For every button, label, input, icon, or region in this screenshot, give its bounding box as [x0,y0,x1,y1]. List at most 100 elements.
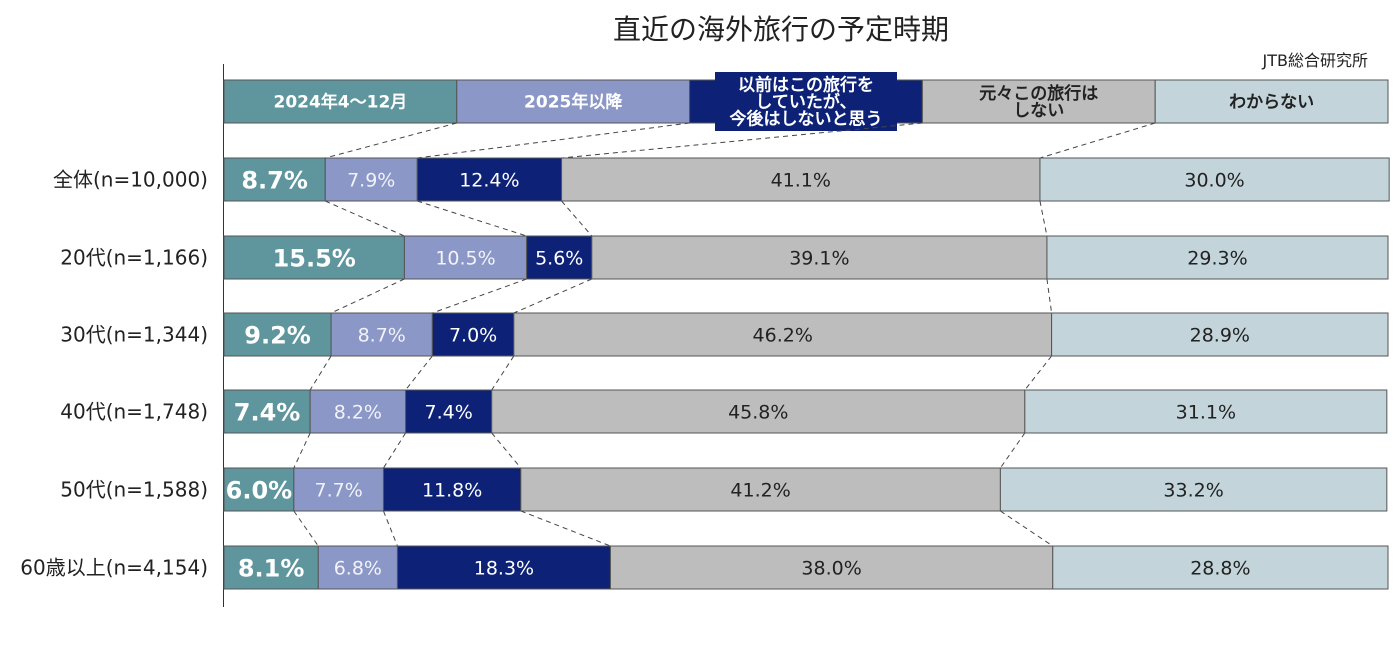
bar-segment [396,545,611,590]
legend-swatch-3 [921,79,1156,124]
connector-line [293,432,311,469]
data-label: 18.3% [474,558,534,580]
bar-segment [999,467,1388,512]
legend-swatch-1 [456,79,691,124]
bar-segment [609,545,1054,590]
data-label: 15.5% [273,245,356,273]
legend-label-line: していたが、 [755,92,856,113]
legend: 2024年4～12月 2025年以降 以前はこの旅行をしていたが、今後はしないと思う… [223,72,1389,131]
bar-segment [324,157,418,202]
data-label: 33.2% [1163,480,1223,502]
data-label: 41.1% [771,170,831,192]
bar-segment [382,467,522,512]
bar-segment [293,467,384,512]
bar-segment [330,312,433,357]
data-label: 9.2% [244,322,311,350]
data-label: 7.0% [449,325,497,347]
connector-line [561,200,593,237]
legend-label-line: 以前はこの旅行を [738,75,874,96]
bar-segment [223,467,295,512]
data-label: 7.4% [234,399,301,427]
data-label: 28.8% [1190,558,1250,580]
bar-segment [513,312,1053,357]
connector-line [1024,355,1052,391]
connector-line [293,510,319,547]
category-label: 50代(n=1,588) [60,478,208,502]
connector-line [513,278,593,314]
bar-segment [526,235,593,280]
connector-line [325,122,457,159]
category-label: 20代(n=1,166) [60,246,208,270]
bar-segment [223,157,326,202]
bars [223,157,1390,590]
data-label: 6.8% [334,558,382,580]
data-label: 10.5% [435,248,495,270]
category-label: 30代(n=1,344) [60,323,208,347]
data-label: 5.6% [535,248,583,270]
bar-segment [1046,235,1389,280]
source-label: JTB総合研究所 [1262,51,1368,70]
connector-line [383,432,407,469]
legend-label-line: しない [1013,101,1064,121]
data-label: 7.7% [315,480,363,502]
connector-line [309,355,332,391]
legend-label-1: 2025年以降 [524,92,623,113]
connector-line [1046,278,1053,314]
bar-segment [223,312,332,357]
data-label: 6.0% [226,477,293,505]
bar-segment [561,157,1041,202]
data-label: 28.9% [1190,325,1250,347]
category-label: 60歳以上(n=4,154) [20,556,208,580]
connector-line [417,200,527,237]
data-label: 30.0% [1184,170,1244,192]
bar-segment [1039,157,1390,202]
bar-segment [403,235,528,280]
connector-line [491,355,515,391]
data-label: 7.9% [347,170,395,192]
legend-swatch-4 [1154,79,1389,124]
connector-line [1000,510,1054,547]
legend-label-4: わからない [1229,93,1314,113]
data-label: 11.8% [422,480,482,502]
data-label: 8.1% [238,555,305,583]
category-label: 40代(n=1,748) [60,400,208,424]
legend-label-line: 2025年以降 [524,92,623,113]
category-labels: 全体(n=10,000) 20代(n=1,166) 30代(n=1,344) 40代(… [20,168,208,580]
data-label: 8.2% [334,402,382,424]
bar-segment [1052,545,1389,590]
legend-label-line: わからない [1229,93,1314,113]
connector-line [383,510,398,547]
connector-line [561,122,923,159]
bar-segment [431,312,515,357]
data-label: 46.2% [753,325,813,347]
connector-line [520,510,611,547]
bar-segment [1051,312,1389,357]
chart-title: 直近の海外旅行の予定時期 [613,13,949,46]
legend-label-3: 元々この旅行はしない [979,83,1098,121]
bar-segment [1024,389,1388,434]
connector-line [330,278,405,314]
data-label: 29.3% [1187,248,1247,270]
legend-label-2: 以前はこの旅行をしていたが、今後はしないと思う [730,75,883,130]
connector-line [999,432,1026,469]
data-label: 38.0% [801,558,861,580]
legend-label-0: 2024年4～12月 [273,92,407,113]
connector-line [417,122,690,159]
data-label: 7.4% [425,402,473,424]
bar-segment [416,157,563,202]
connector-line [1039,122,1156,159]
bar-segment [223,235,405,280]
value-labels: 8.7% 7.9% 12.4% 41.1% 30.0% 15.5% 10.5% 5.6% 39.… [226,167,1251,583]
data-label: 8.7% [241,167,308,195]
connector-line [325,200,405,237]
data-label: 31.1% [1176,402,1236,424]
legend-label-backdrop-2 [715,72,897,131]
bar-segment [223,545,319,590]
legend-label-line: 元々この旅行は [979,83,1098,104]
data-label: 8.7% [358,325,406,347]
legend-label-line: 今後はしないと思う [730,109,883,130]
data-label: 41.2% [730,480,790,502]
bar-segment [309,389,407,434]
connector-lines [293,122,1156,547]
